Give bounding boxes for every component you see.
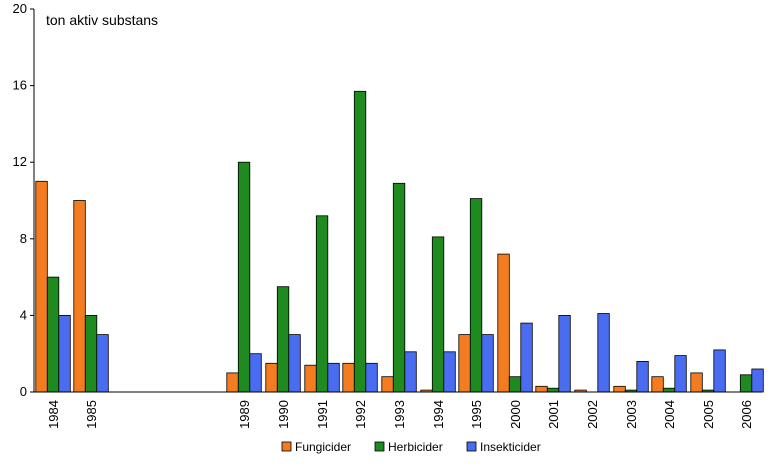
bar-insekticider-2000 bbox=[520, 322, 533, 393]
x-tick-label: 2003 bbox=[624, 400, 639, 429]
bar-insekticider-1990 bbox=[288, 334, 301, 393]
legend-label-herbicider: Herbicider bbox=[388, 440, 443, 454]
x-tick-label: 1990 bbox=[276, 400, 291, 429]
y-tick-label: 20 bbox=[13, 1, 27, 16]
bar-fungicider-2000 bbox=[497, 253, 510, 393]
x-tick-label: 1995 bbox=[469, 400, 484, 429]
x-tick-label: 1985 bbox=[84, 400, 99, 429]
legend: Fungicider Herbicider Insekticider bbox=[281, 440, 541, 454]
x-tick-label: 1992 bbox=[353, 400, 368, 429]
bar-insekticider-1992 bbox=[365, 362, 378, 393]
x-tick-label: 2001 bbox=[546, 400, 561, 429]
bar-fungicider-2001 bbox=[535, 385, 548, 393]
bar-herbicider-2004 bbox=[662, 387, 676, 393]
bar-insekticider-2002 bbox=[597, 313, 610, 393]
bar-herbicider-2000 bbox=[508, 376, 522, 393]
bar-fungicider-1993 bbox=[381, 376, 394, 393]
bar-fungicider-1995 bbox=[458, 334, 471, 393]
y-tick-label: 8 bbox=[20, 231, 27, 246]
legend-swatch-insekticider bbox=[466, 441, 477, 452]
x-tick-label: 1991 bbox=[315, 400, 330, 429]
bar-fungicider-1992 bbox=[342, 362, 355, 393]
bar-herbicider-1994 bbox=[431, 236, 445, 393]
x-tick-label: 1984 bbox=[46, 400, 61, 429]
bar-fungicider-2005 bbox=[690, 372, 703, 393]
bar-herbicider-1990 bbox=[276, 286, 290, 393]
bar-herbicider-1995 bbox=[469, 198, 483, 393]
bar-insekticider-1994 bbox=[443, 351, 456, 393]
bar-fungicider-1984 bbox=[35, 180, 48, 393]
bar-insekticider-2005 bbox=[713, 349, 726, 393]
bar-insekticider-1989 bbox=[249, 353, 262, 393]
x-tick-label: 2000 bbox=[508, 400, 523, 429]
x-tick-label: 1994 bbox=[431, 400, 446, 429]
x-tick-label: 2002 bbox=[585, 400, 600, 429]
bar-fungicider-1989 bbox=[226, 372, 239, 393]
bar-fungicider-1990 bbox=[265, 362, 278, 393]
y-tick-label: 16 bbox=[13, 78, 27, 93]
x-tick-label: 1993 bbox=[392, 400, 407, 429]
x-tick-label: 2005 bbox=[701, 400, 716, 429]
y-tick-label: 0 bbox=[20, 384, 27, 399]
legend-label-insekticider: Insekticider bbox=[480, 440, 541, 454]
bar-herbicider-1993 bbox=[392, 182, 406, 393]
legend-swatch-fungicider bbox=[281, 441, 292, 452]
x-axis: 1984 1985 1989 1990 1991 1992 1993 1994 1995 2000… bbox=[34, 391, 762, 429]
y-axis: 0 4 8 12 16 20 bbox=[13, 1, 35, 399]
bar-herbicider-1992 bbox=[353, 90, 367, 393]
legend-label-fungicider: Fungicider bbox=[295, 440, 351, 454]
bar-herbicider-1984 bbox=[46, 276, 60, 393]
bar-insekticider-2001 bbox=[558, 314, 571, 393]
y-tick-label: 12 bbox=[13, 154, 27, 169]
bar-insekticider-1991 bbox=[327, 362, 340, 393]
x-tick-label: 1989 bbox=[237, 400, 252, 429]
bar-insekticider-1995 bbox=[481, 334, 494, 393]
bar-insekticider-1985 bbox=[96, 334, 109, 393]
bar-fungicider-1985 bbox=[73, 200, 86, 393]
chart-title: ton aktiv substans bbox=[46, 12, 158, 28]
bar-insekticider-1984 bbox=[58, 314, 71, 393]
legend-swatch-herbicider bbox=[374, 441, 385, 452]
x-tick-label: 2006 bbox=[739, 400, 754, 429]
x-tick-label: 2004 bbox=[662, 400, 677, 429]
bar-herbicider-2001 bbox=[546, 387, 560, 393]
bar-insekticider-1993 bbox=[404, 351, 417, 393]
bar-insekticider-2003 bbox=[636, 360, 649, 393]
bar-herbicider-2006 bbox=[739, 374, 753, 393]
y-tick-label: 4 bbox=[20, 307, 27, 322]
bar-fungicider-2003 bbox=[613, 385, 626, 393]
bar-herbicider-1989 bbox=[237, 161, 251, 393]
bar-herbicider-1991 bbox=[315, 215, 329, 393]
bar-insekticider-2004 bbox=[674, 355, 687, 393]
bars bbox=[35, 90, 764, 393]
bar-insekticider-2006 bbox=[751, 368, 764, 393]
bar-fungicider-1991 bbox=[304, 364, 317, 393]
bar-herbicider-1985 bbox=[84, 314, 98, 393]
bar-fungicider-2004 bbox=[651, 376, 664, 393]
